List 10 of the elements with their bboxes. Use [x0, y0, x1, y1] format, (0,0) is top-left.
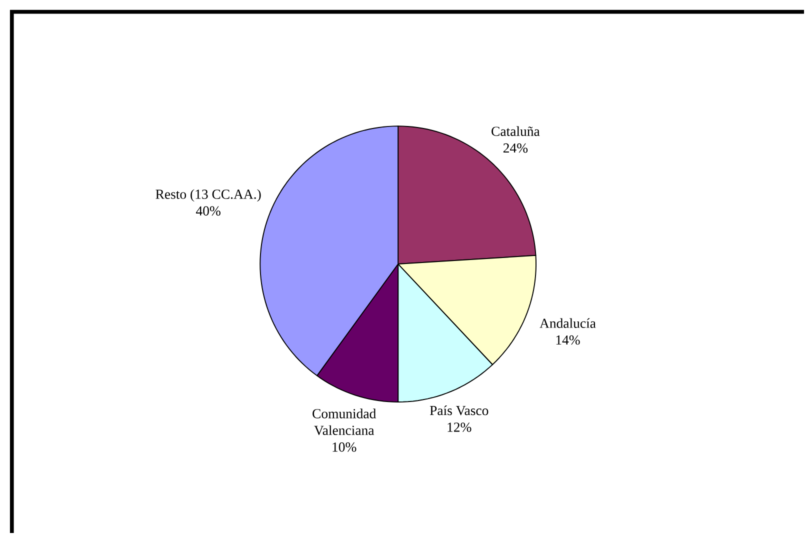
slice-label: Cataluña: [492, 126, 540, 136]
data-label: 14%: [556, 335, 580, 345]
slice-label: Resto (13 CC.AA.): [156, 189, 261, 202]
data-label: 40%: [196, 206, 220, 216]
data-label: 10%: [332, 442, 356, 452]
slice-label: Andalucía: [540, 318, 596, 328]
data-label: 24%: [503, 143, 528, 153]
slice-label: País Vasco: [430, 405, 488, 416]
data-label: 12%: [448, 422, 472, 432]
slice-label: Comunidad Valenciana: [312, 408, 376, 436]
